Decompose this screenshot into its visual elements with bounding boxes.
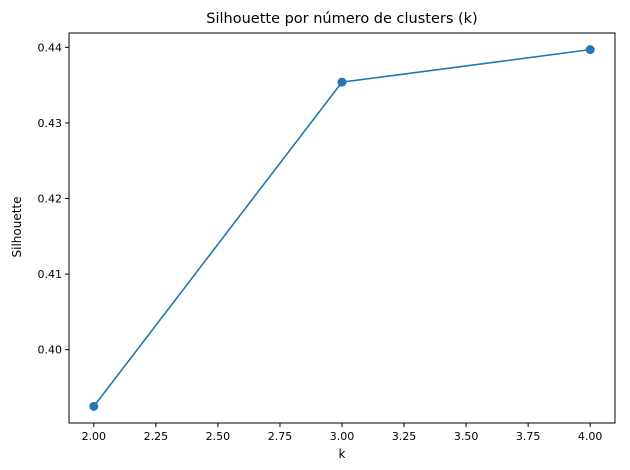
x-tick-label: 2.00: [82, 430, 107, 443]
x-tick-label: 3.75: [516, 430, 541, 443]
x-axis-label: k: [339, 447, 346, 461]
chart-title: Silhouette por número de clusters (k): [206, 11, 477, 27]
y-tick-label: 0.44: [38, 41, 63, 54]
data-point: [337, 77, 347, 87]
x-tick-label: 3.50: [454, 430, 479, 443]
y-tick-label: 0.40: [38, 344, 63, 357]
y-axis-label: Silhouette: [10, 196, 24, 257]
x-tick-label: 3.00: [330, 430, 355, 443]
x-tick-label: 2.50: [206, 430, 231, 443]
y-tick-label: 0.43: [38, 117, 63, 130]
data-point: [585, 45, 595, 55]
x-tick-label: 2.25: [144, 430, 169, 443]
y-tick-label: 0.42: [38, 193, 63, 206]
data-point: [89, 401, 99, 411]
plot-area: 2.00 2.25 2.50 2.75 3.00 3.25 3.50 3.75 4.00 0.40…: [38, 32, 616, 443]
x-tick-label: 2.75: [268, 430, 293, 443]
x-tick-label: 3.25: [392, 430, 417, 443]
x-tick-label: 4.00: [578, 430, 603, 443]
y-tick-label: 0.41: [38, 268, 63, 281]
